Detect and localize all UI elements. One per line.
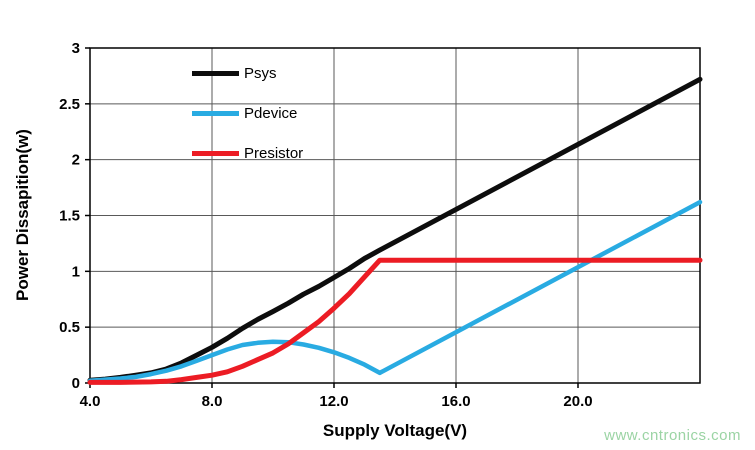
y-tick-label: 3 <box>72 40 80 57</box>
legend-item-pdevice: Pdevice <box>192 101 303 126</box>
x-axis-title: Supply Voltage(V) <box>322 421 468 440</box>
series-line-presistor <box>87 257 703 385</box>
legend-label-pdevice: Pdevice <box>244 105 298 122</box>
y-tick-label: 1.5 <box>59 208 80 225</box>
legend-swatch-presistor <box>192 151 239 156</box>
x-tick-label: 4.0 <box>80 393 101 410</box>
y-tick-label: 2.5 <box>59 96 80 113</box>
legend-item-psys: Psys <box>192 61 303 86</box>
y-tick-label: 0 <box>72 375 80 392</box>
watermark: www.cntronics.com <box>604 427 741 444</box>
y-tick-label: 2 <box>72 152 80 169</box>
y-tick-label: 0.5 <box>59 319 80 336</box>
legend: Psys Pdevice Presistor <box>192 61 303 166</box>
legend-swatch-psys <box>192 71 239 76</box>
series-line-pdevice <box>87 199 703 384</box>
plot-border <box>89 47 701 384</box>
y-axis-title: Power Dissapition(w) <box>13 129 32 301</box>
x-tick-label: 12.0 <box>319 393 348 410</box>
legend-label-psys: Psys <box>244 65 277 82</box>
x-tick-label: 16.0 <box>441 393 470 410</box>
y-tick-label: 1 <box>72 263 80 280</box>
x-tick-label: 8.0 <box>202 393 223 410</box>
legend-swatch-pdevice <box>192 111 239 116</box>
legend-label-presistor: Presistor <box>244 145 304 162</box>
x-tick-label: 20.0 <box>563 393 592 410</box>
series-line-psys <box>87 76 703 383</box>
legend-item-presistor: Presistor <box>192 141 303 166</box>
